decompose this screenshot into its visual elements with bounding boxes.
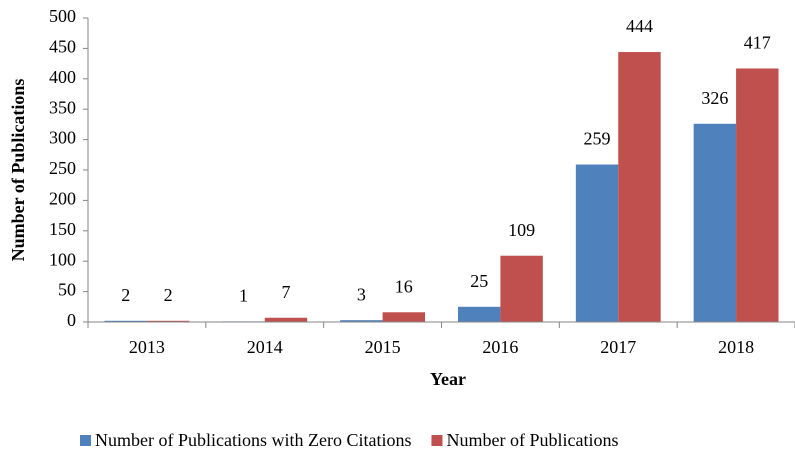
y-tick-label: 400: [49, 67, 76, 87]
x-axis-label: Year: [430, 369, 466, 389]
bar: [104, 320, 147, 322]
bar: [382, 312, 426, 322]
x-tick-label: 2015: [365, 337, 401, 357]
bar: [618, 52, 661, 322]
bar: [264, 317, 308, 322]
x-tick-label: 2016: [482, 337, 518, 357]
bar: [146, 320, 190, 322]
y-tick-label: 100: [49, 249, 76, 269]
data-label: 259: [584, 129, 611, 149]
data-label: 326: [701, 88, 728, 108]
data-label: 25: [470, 271, 488, 291]
data-label: 2: [121, 285, 130, 305]
y-axis-label: Number of Publications: [8, 79, 28, 262]
legend-label: Number of Publications: [446, 430, 618, 450]
data-label: 1: [239, 286, 248, 306]
y-tick-label: 50: [58, 280, 76, 300]
bar: [340, 320, 383, 322]
bar: [693, 123, 737, 323]
y-tick-label: 150: [49, 219, 76, 239]
x-tick-label: 2017: [600, 337, 636, 357]
y-tick-label: 200: [49, 189, 76, 209]
bar: [736, 68, 779, 323]
bar: [500, 255, 543, 322]
y-tick-label: 450: [49, 37, 76, 57]
legend-label: Number of Publications with Zero Citatio…: [95, 430, 411, 450]
y-tick-label: 350: [49, 97, 76, 117]
y-tick-label: 300: [49, 128, 76, 148]
bar: [457, 306, 501, 322]
data-label: 7: [281, 282, 290, 302]
x-tick-label: 2014: [247, 337, 283, 357]
data-label: 109: [508, 220, 535, 240]
y-tick-label: 0: [67, 310, 76, 330]
legend-swatch: [80, 435, 91, 446]
y-tick-label: 500: [49, 6, 76, 26]
legend-swatch: [431, 435, 443, 446]
x-tick-label: 2018: [718, 337, 754, 357]
y-tick-label: 250: [49, 158, 76, 178]
bar: [575, 164, 619, 322]
data-label: 417: [744, 33, 771, 53]
x-tick-label: 2013: [129, 337, 165, 357]
data-label: 3: [357, 284, 366, 304]
data-label: 2: [164, 285, 173, 305]
data-label: 444: [626, 16, 653, 36]
data-label: 16: [395, 276, 413, 296]
